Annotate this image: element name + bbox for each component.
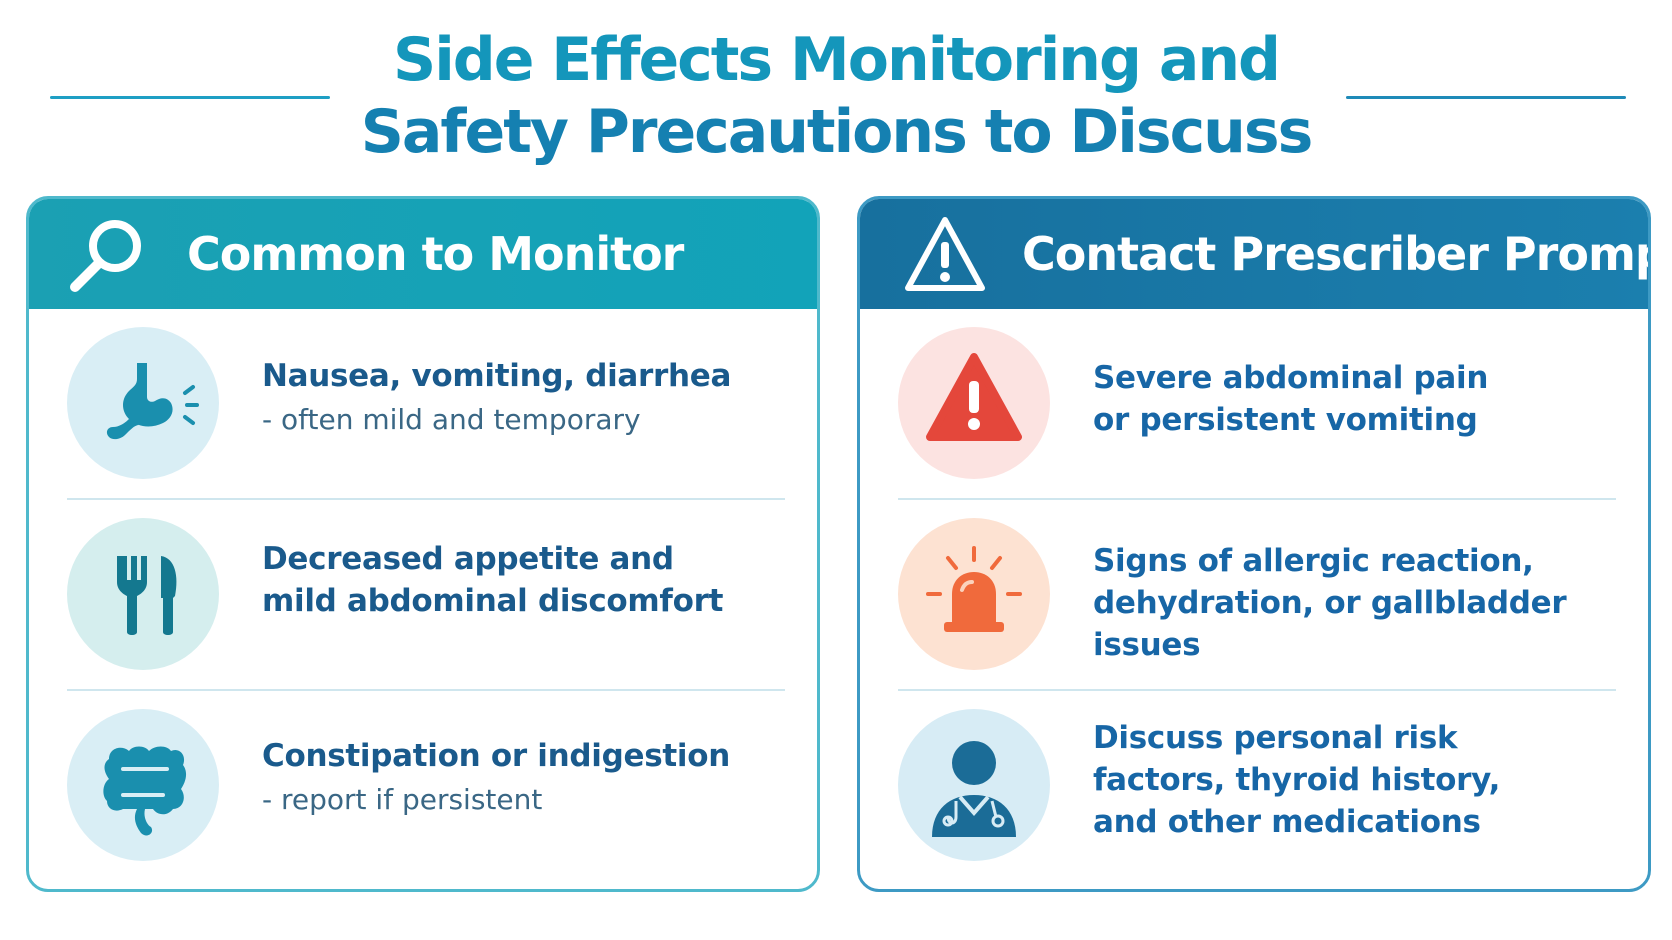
page-title: Side Effects Monitoring and Safety Preca… — [0, 24, 1672, 168]
search-icon — [70, 220, 141, 292]
page-title-line-1: Side Effects Monitoring and — [392, 25, 1281, 95]
common-to-monitor-header: Common to Monitor — [29, 199, 817, 309]
warning-icon — [898, 327, 1050, 479]
utensils-icon — [67, 518, 219, 670]
item-title: Constipation or indigestion — [262, 738, 730, 774]
contact-prescriber-header: Contact Prescriber Promptly — [860, 199, 1648, 309]
item-title: Nausea, vomiting, diarrhea — [262, 358, 732, 394]
divider — [67, 689, 785, 691]
title-rule-right — [1346, 96, 1626, 99]
common-to-monitor-title: Common to Monitor — [187, 227, 684, 281]
list-item: Nausea, vomiting, diarrhea - often mild … — [29, 309, 817, 499]
page-title-line-2: Safety Precautions to Discuss — [360, 97, 1314, 167]
alarm-siren-icon — [898, 518, 1050, 670]
common-to-monitor-panel: Common to Monitor Nausea, vomiting, diar… — [26, 196, 820, 892]
contact-prescriber-title: Contact Prescriber Promptly — [1022, 227, 1648, 281]
item-subtitle: - often mild and temporary — [262, 403, 641, 436]
list-item: Severe abdominal pain or persistent vomi… — [860, 309, 1648, 499]
item-title: Signs of allergic reaction, dehydration,… — [1093, 543, 1567, 663]
divider — [898, 498, 1616, 500]
item-title: Severe abdominal pain or persistent vomi… — [1093, 360, 1489, 438]
divider — [67, 498, 785, 500]
intestine-icon — [67, 709, 219, 861]
stomach-icon — [67, 327, 219, 479]
list-item: Decreased appetite and mild abdominal di… — [29, 500, 817, 690]
item-title: Discuss personal risk factors, thyroid h… — [1093, 720, 1501, 840]
list-item: Discuss personal risk factors, thyroid h… — [860, 691, 1648, 881]
divider — [898, 689, 1616, 691]
warning-icon — [905, 217, 985, 291]
list-item: Signs of allergic reaction, dehydration,… — [860, 500, 1648, 690]
title-rule-left — [50, 96, 330, 99]
item-title: Decreased appetite and mild abdominal di… — [262, 541, 724, 619]
doctor-icon — [898, 709, 1050, 861]
list-item: Constipation or indigestion - report if … — [29, 691, 817, 881]
item-subtitle: - report if persistent — [262, 783, 543, 816]
contact-prescriber-panel: Contact Prescriber Promptly Severe abdom… — [857, 196, 1651, 892]
